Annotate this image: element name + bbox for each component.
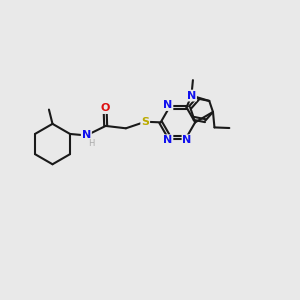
Text: N: N (182, 135, 192, 145)
Text: N: N (163, 100, 172, 110)
Text: H: H (88, 139, 94, 148)
Text: S: S (141, 117, 149, 127)
Text: N: N (163, 135, 172, 145)
Text: O: O (100, 103, 110, 113)
Text: N: N (187, 91, 196, 100)
Text: N: N (82, 130, 91, 140)
